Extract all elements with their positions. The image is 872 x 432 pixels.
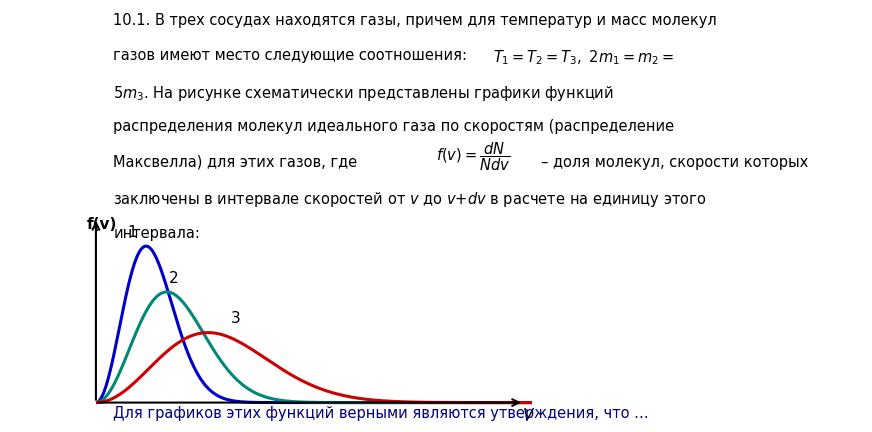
Text: распределения молекул идеального газа по скоростям (распределение: распределения молекул идеального газа по… xyxy=(113,119,674,134)
Text: V: V xyxy=(523,408,533,422)
Text: 3: 3 xyxy=(231,311,241,326)
Text: заключены в интервале скоростей от $v$ до $v{+}dv$ в расчете на единицу этого: заключены в интервале скоростей от $v$ д… xyxy=(113,190,707,209)
Text: Для графиков этих функций верными являются утверждения, что …: Для графиков этих функций верными являют… xyxy=(113,406,649,421)
Text: Максвелла) для этих газов, где: Максвелла) для этих газов, где xyxy=(113,155,358,170)
Text: интервала:: интервала: xyxy=(113,226,201,241)
Text: 10.1. В трех сосудах находятся газы, причем для температур и масс молекул: 10.1. В трех сосудах находятся газы, при… xyxy=(113,13,717,28)
Text: $f(v){=}\dfrac{dN}{Ndv}$: $f(v){=}\dfrac{dN}{Ndv}$ xyxy=(436,140,510,173)
Text: 1: 1 xyxy=(127,225,137,240)
Text: $T_1 = T_2 = T_3,\ 2m_1 = m_2 =$: $T_1 = T_2 = T_3,\ 2m_1 = m_2 =$ xyxy=(493,48,674,67)
Text: f(v): f(v) xyxy=(86,217,117,232)
Text: $5m_3$. На рисунке схематически представлены графики функций: $5m_3$. На рисунке схематически представ… xyxy=(113,84,614,103)
Text: – доля молекул, скорости которых: – доля молекул, скорости которых xyxy=(541,155,807,170)
Text: 2: 2 xyxy=(168,271,178,286)
Text: газов имеют место следующие соотношения:: газов имеют место следующие соотношения: xyxy=(113,48,472,64)
